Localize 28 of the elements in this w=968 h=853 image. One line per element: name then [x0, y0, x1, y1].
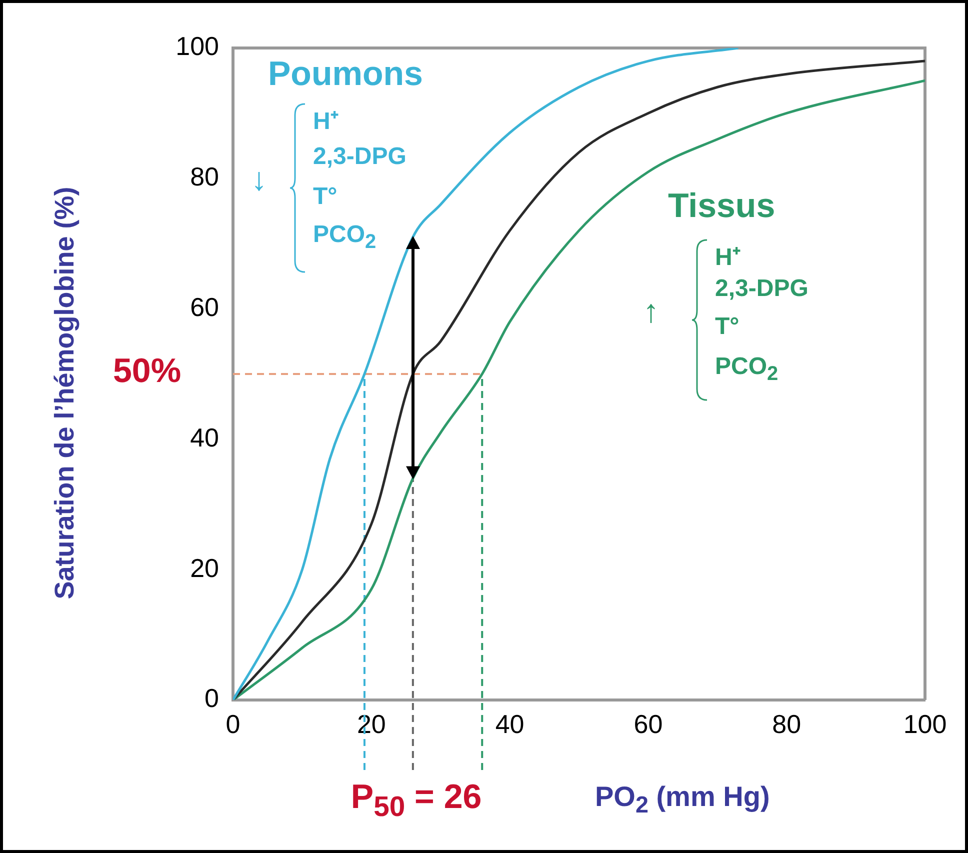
y-tick-label: 60	[190, 292, 219, 322]
annotation: H⁺	[715, 243, 740, 272]
x-axis-title: PO$_{2}$ (mm Hg)	[595, 781, 770, 819]
annotation: ↓	[251, 161, 267, 198]
annotation: PCO$_{2}$	[715, 353, 778, 386]
series-label: Tissus	[668, 187, 776, 226]
annotation: ↑	[643, 293, 659, 330]
ref-line-label: P$_{50}$ = 26	[350, 778, 482, 824]
annotation: H⁺	[313, 107, 338, 136]
annotation: T°	[313, 183, 338, 211]
x-tick-label: 100	[903, 708, 947, 739]
x-tick-label: 20	[356, 708, 386, 739]
annotation: PCO$_{2}$	[313, 221, 376, 254]
annotation: 2,3-DPG	[715, 275, 808, 303]
x-tick-label: 60	[634, 708, 663, 739]
y-axis-title: Saturation de l’hémoglobine (%)	[50, 186, 80, 600]
y-tick-label: 40	[190, 422, 219, 452]
x-tick-label: 40	[495, 708, 524, 739]
annotation: 2,3-DPG	[313, 143, 406, 171]
y-tick-label: 100	[176, 31, 219, 62]
x-tick-label: 0	[226, 708, 240, 739]
annotation: T°	[715, 313, 740, 341]
text: Poumons	[268, 55, 423, 94]
y-tick-label: 0	[204, 683, 219, 714]
y-tick-label: 80	[190, 162, 219, 192]
ref-line-label: 50%	[113, 352, 182, 391]
x-tick-label: 80	[772, 708, 802, 739]
y-tick-label: 20	[190, 552, 219, 583]
